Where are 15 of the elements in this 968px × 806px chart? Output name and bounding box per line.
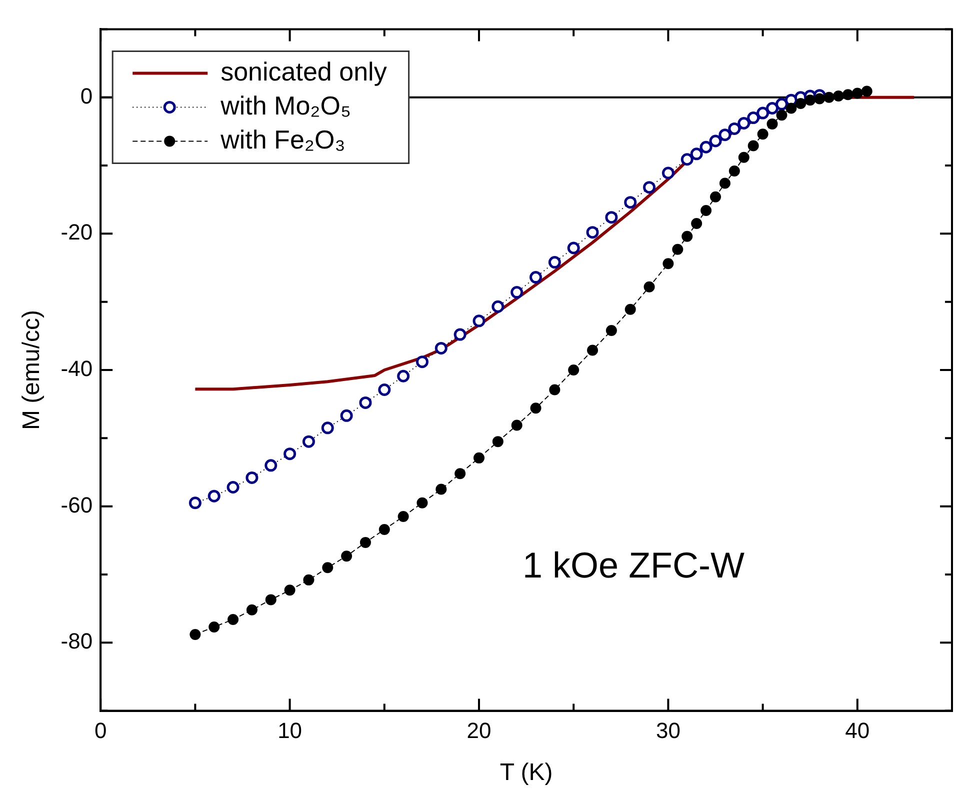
x-tick-label: 20 xyxy=(466,718,492,744)
legend-label: sonicated only xyxy=(220,56,387,86)
y-axis-title: M (emu/cc) xyxy=(18,310,46,430)
y-tick-label: -60 xyxy=(60,492,93,518)
annotation: 1 kOe ZFC-W xyxy=(522,544,745,586)
y-tick-label: 0 xyxy=(80,83,93,108)
legend-label: with Mo₂O₅ xyxy=(220,90,351,120)
y-tick-label: -80 xyxy=(60,628,93,654)
x-tick-label: 30 xyxy=(656,718,680,744)
y-tick-label: -20 xyxy=(60,220,93,245)
x-axis-title: T (K) xyxy=(500,759,553,786)
x-tick-label: 10 xyxy=(278,718,302,744)
y-tick-label: -40 xyxy=(60,356,93,382)
x-tick-label: 40 xyxy=(845,718,870,744)
legend-label: with Fe₂O₃ xyxy=(220,124,346,154)
